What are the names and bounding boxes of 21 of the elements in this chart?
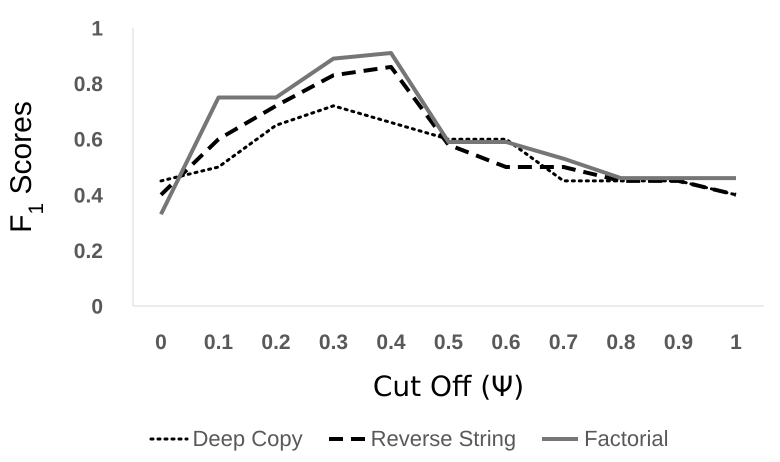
- x-tick-label: 0.7: [548, 330, 578, 354]
- legend-label: Deep Copy: [192, 426, 303, 452]
- legend-label: Reverse String: [370, 426, 516, 452]
- y-tick-label: 0.8: [74, 73, 104, 96]
- x-tick-label: 0.4: [376, 330, 406, 354]
- y-tick-label: 0.2: [74, 240, 103, 263]
- x-tick-label: 0.5: [434, 330, 464, 354]
- y-tick-label: 0.4: [74, 184, 104, 208]
- y-tick-label: 0.6: [74, 128, 103, 152]
- y-tick-label: 0: [91, 295, 103, 318]
- x-tick-label: 0.2: [261, 330, 291, 354]
- x-tick-label: 0.1: [204, 330, 234, 354]
- y-tick-label: 1: [91, 17, 104, 40]
- x-tick-label: 0.3: [318, 330, 348, 354]
- x-axis-title: Cut Off (Ψ): [372, 370, 524, 403]
- x-tick-label: 0.9: [664, 330, 694, 354]
- x-tick-label: 1: [730, 330, 742, 354]
- legend-label: Factorial: [584, 426, 668, 452]
- x-tick-label: 0: [155, 330, 167, 354]
- x-tick-label: 0.8: [606, 330, 636, 354]
- x-tick-label: 0.6: [491, 330, 521, 354]
